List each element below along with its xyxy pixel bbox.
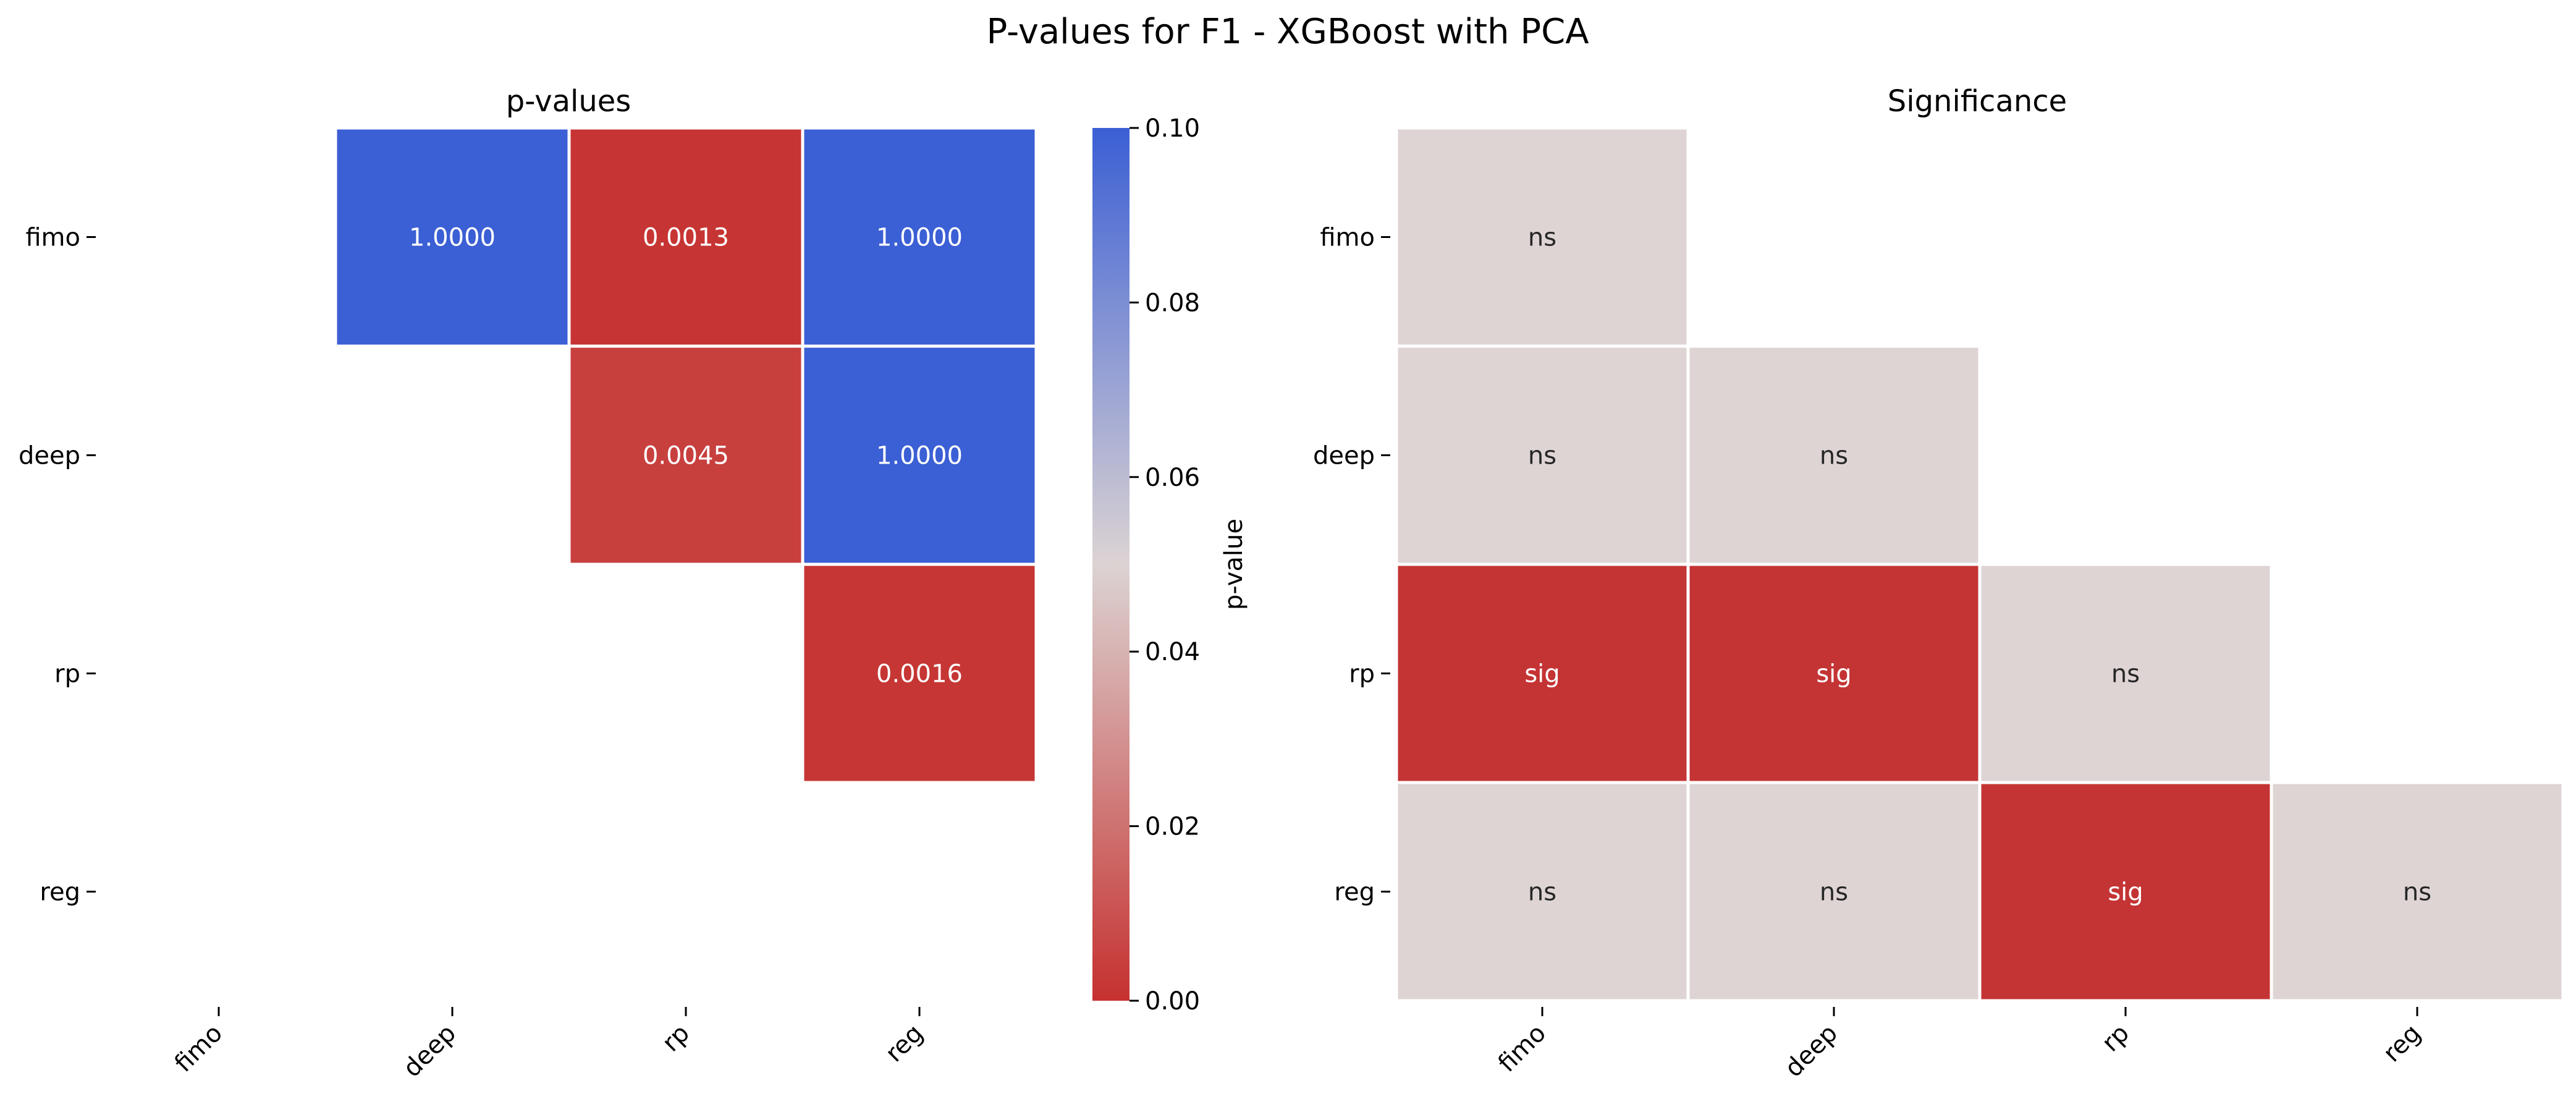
significance-cell <box>1686 344 1982 566</box>
figure-title: P-values for F1 - XGBoost with PCA <box>986 12 1589 52</box>
colorbar-label: p-value <box>1220 519 1248 610</box>
significance-cell-label: sig <box>1524 660 1560 689</box>
significance-cell-label: sig <box>1816 660 1851 689</box>
pvalues-cells: 1.0000 0.0013 1.0000 0.0045 1.0000 0.0016 <box>334 126 1038 784</box>
colorbar-tick-label: 0.08 <box>1145 289 1200 317</box>
significance-cell <box>1395 344 1690 566</box>
pvalue-cell <box>567 344 804 566</box>
pvalues-colorbar: 0.00 0.02 0.04 0.06 0.08 0.10 p-value <box>1092 114 1248 1016</box>
significance-cell-label: ns <box>1820 878 1848 907</box>
significance-cell-label: ns <box>2403 878 2431 907</box>
significance-row-label-fimo: fimo <box>1320 224 1375 252</box>
pvalue-cell-label: 0.0045 <box>643 442 729 470</box>
pvalues-row-label-reg: reg <box>40 878 80 907</box>
pvalue-cell <box>567 126 804 348</box>
colorbar-tick-label: 0.00 <box>1145 987 1200 1016</box>
significance-cell <box>1395 781 1690 1003</box>
significance-cell-label: sig <box>2108 878 2143 907</box>
pvalues-col-label-deep: deep <box>398 1019 462 1083</box>
colorbar-gradient <box>1092 128 1130 1001</box>
significance-cell <box>1978 562 2273 784</box>
pvalue-cell <box>801 344 1038 566</box>
pvalue-cell <box>801 126 1038 348</box>
significance-col-label-rp: rp <box>2097 1019 2135 1058</box>
colorbar-ticks: 0.00 0.02 0.04 0.06 0.08 0.10 <box>1130 114 1200 1016</box>
significance-heatmap: Significance ns ns ns sig sig ns ns ns sig ns fim… <box>1313 84 2565 1083</box>
pvalues-heatmap-title: p-values <box>506 84 631 119</box>
significance-cell <box>1395 126 1690 348</box>
pvalues-row-labels: fimo deep rp reg <box>19 224 96 907</box>
colorbar-tick-label: 0.06 <box>1145 464 1200 492</box>
significance-cell <box>1978 781 2273 1003</box>
pvalue-cell-label: 1.0000 <box>876 224 963 252</box>
pvalue-cell <box>801 562 1038 784</box>
pvalue-cell-label: 0.0013 <box>643 224 729 252</box>
pvalue-cell <box>334 126 571 348</box>
significance-row-label-rp: rp <box>1349 660 1375 689</box>
significance-col-label-deep: deep <box>1780 1019 1843 1083</box>
significance-cell-label: ns <box>2111 660 2140 689</box>
pvalues-col-label-fimo: fimo <box>169 1019 228 1078</box>
significance-row-label-reg: reg <box>1334 878 1375 907</box>
pvalues-row-label-deep: deep <box>19 442 80 470</box>
significance-cell <box>2270 781 2565 1003</box>
significance-cell <box>1395 562 1690 784</box>
colorbar-tick-label: 0.02 <box>1145 813 1200 841</box>
pvalue-cell-label: 0.0016 <box>876 660 963 689</box>
significance-heatmap-title: Significance <box>1888 84 2067 119</box>
significance-col-labels: fimo deep rp reg <box>1493 1007 2426 1083</box>
significance-cells: ns ns ns sig sig ns ns ns sig ns <box>1395 126 2565 1003</box>
pvalues-row-label-rp: rp <box>54 660 80 689</box>
pvalues-col-label-rp: rp <box>657 1019 695 1058</box>
significance-cell-label: ns <box>1528 442 1556 470</box>
pvalue-cell-label: 1.0000 <box>409 224 496 252</box>
pvalue-cell-label: 1.0000 <box>876 442 963 470</box>
significance-cell-label: ns <box>1820 442 1848 470</box>
significance-col-label-fimo: fimo <box>1493 1019 1552 1078</box>
significance-cell-label: ns <box>1528 224 1556 252</box>
significance-cell-label: ns <box>1528 878 1556 907</box>
significance-row-label-deep: deep <box>1313 442 1375 470</box>
significance-row-labels: fimo deep rp reg <box>1313 224 1390 907</box>
colorbar-tick-label: 0.10 <box>1145 114 1200 143</box>
pvalues-col-labels: fimo deep rp reg <box>169 1007 929 1083</box>
colorbar-tick-label: 0.04 <box>1145 638 1200 666</box>
pvalues-row-label-fimo: fimo <box>25 224 80 252</box>
pvalues-heatmap: p-values 1.0000 0.0013 1.0000 0.0045 1.0000 0… <box>19 84 1038 1083</box>
significance-col-label-reg: reg <box>2378 1019 2426 1068</box>
pvalues-col-label-reg: reg <box>880 1019 929 1068</box>
significance-cell <box>1686 781 1982 1003</box>
significance-cell <box>1686 562 1982 784</box>
